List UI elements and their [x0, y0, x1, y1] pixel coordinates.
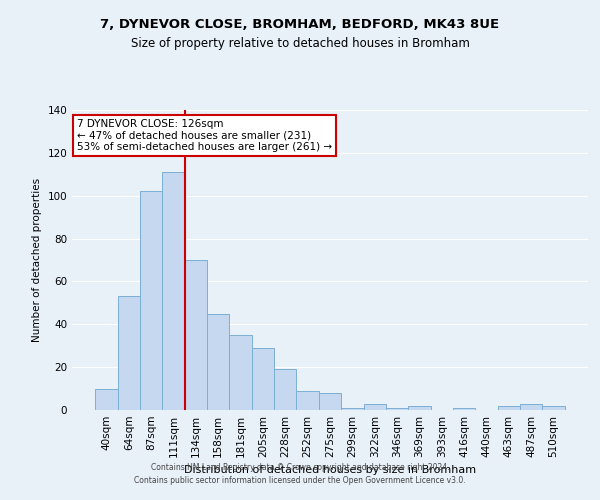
- Bar: [520, 404, 542, 410]
- Text: 7 DYNEVOR CLOSE: 126sqm
← 47% of detached houses are smaller (231)
53% of semi-d: 7 DYNEVOR CLOSE: 126sqm ← 47% of detache…: [77, 119, 332, 152]
- Bar: [95, 388, 118, 410]
- Bar: [542, 406, 565, 410]
- Bar: [386, 408, 408, 410]
- Bar: [118, 296, 140, 410]
- Bar: [185, 260, 207, 410]
- Bar: [364, 404, 386, 410]
- Bar: [341, 408, 364, 410]
- Bar: [453, 408, 475, 410]
- Bar: [140, 192, 163, 410]
- Bar: [296, 390, 319, 410]
- Bar: [229, 335, 252, 410]
- Text: 7, DYNEVOR CLOSE, BROMHAM, BEDFORD, MK43 8UE: 7, DYNEVOR CLOSE, BROMHAM, BEDFORD, MK43…: [100, 18, 500, 30]
- Text: Size of property relative to detached houses in Bromham: Size of property relative to detached ho…: [131, 38, 469, 51]
- Text: Contains HM Land Registry data © Crown copyright and database right 2024.: Contains HM Land Registry data © Crown c…: [151, 464, 449, 472]
- Bar: [274, 370, 296, 410]
- Bar: [207, 314, 229, 410]
- Bar: [319, 393, 341, 410]
- Y-axis label: Number of detached properties: Number of detached properties: [32, 178, 42, 342]
- Bar: [497, 406, 520, 410]
- X-axis label: Distribution of detached houses by size in Bromham: Distribution of detached houses by size …: [184, 466, 476, 475]
- Bar: [252, 348, 274, 410]
- Text: Contains public sector information licensed under the Open Government Licence v3: Contains public sector information licen…: [134, 476, 466, 485]
- Bar: [408, 406, 431, 410]
- Bar: [163, 172, 185, 410]
